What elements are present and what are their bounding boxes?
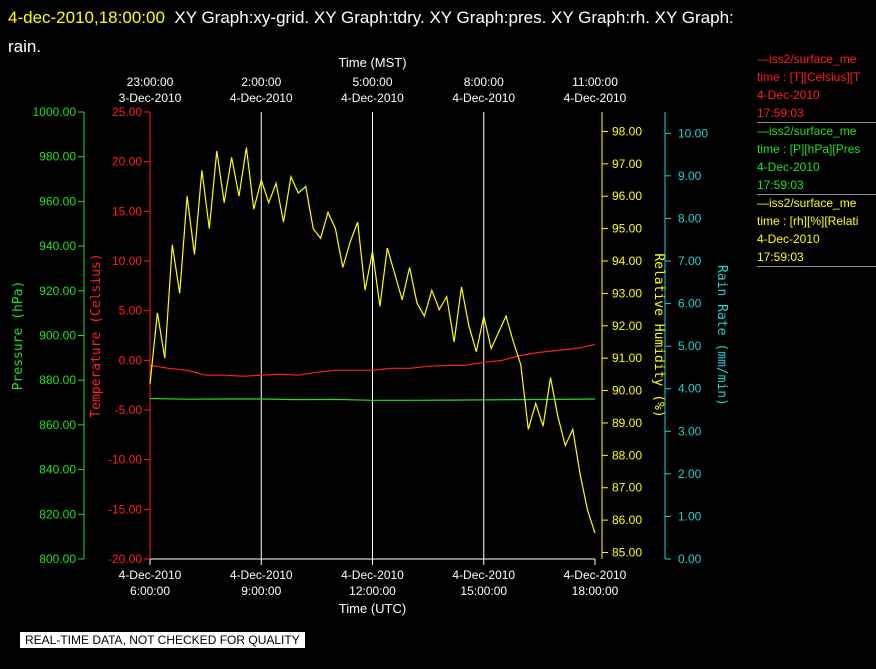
rain-tick-label: 1.00 (678, 509, 702, 523)
pressure-tick-label: 860.00 (39, 418, 76, 432)
page-title: 4-dec-2010,18:00:00 XY Graph:xy-grid. XY… (8, 3, 868, 61)
x-tick-label: 6:00:00 (130, 584, 170, 598)
temperature-tick-label: -10.00 (108, 453, 142, 467)
top-tick-label: 23:00:00 (127, 75, 174, 89)
temperature-tick-label: 20.00 (112, 155, 142, 169)
humidity-tick-label: 91.00 (612, 351, 642, 365)
humidity-tick-label: 92.00 (612, 319, 642, 333)
legend-temperature: —iss2/surface_me time : [T][Celsius][T 4… (757, 50, 876, 123)
x-tick-label: 15:00:00 (460, 584, 507, 598)
pressure-tick-label: 900.00 (39, 329, 76, 343)
temperature-line (149, 343, 596, 377)
title-text-line2: rain. (8, 37, 42, 56)
top-tick-label: 5:00:00 (352, 75, 392, 89)
legend-line2: time : [T][Celsius][T (757, 70, 861, 84)
pressure-tick-label: 940.00 (39, 239, 76, 253)
humidity-tick-label: 90.00 (612, 384, 642, 398)
temperature-tick-label: 10.00 (112, 254, 142, 268)
rain-tick-label: 0.00 (678, 552, 702, 566)
pressure-tick-label: 880.00 (39, 373, 76, 387)
x-tick-label: 18:00:00 (572, 584, 619, 598)
pressure-tick-label: 820.00 (39, 507, 76, 521)
x-tick-label: 4-Dec-2010 (230, 568, 293, 582)
rain-tick-label: 3.00 (678, 424, 702, 438)
legend-line1: —iss2/surface_me (757, 52, 857, 66)
pressure-tick-label: 840.00 (39, 463, 76, 477)
top-tick-label: 4-Dec-2010 (452, 91, 515, 105)
temperature-tick-label: -5.00 (115, 403, 143, 417)
temperature-tick-label: -20.00 (108, 552, 142, 566)
top-tick-label: 11:00:00 (572, 75, 618, 89)
legend-line3: 4-Dec-2010 (757, 88, 820, 102)
humidity-tick-label: 85.00 (612, 546, 642, 560)
title-date: 4-dec-2010,18:00:00 (8, 8, 165, 27)
legend-line2: time : [P][hPa][Pres (757, 142, 861, 156)
humidity-line (149, 147, 596, 534)
x-tick-label: 9:00:00 (241, 584, 281, 598)
pressure-tick-label: 800.00 (39, 552, 76, 566)
humidity-axis-title: Relative Humidity (%) (651, 253, 666, 417)
pressure-tick-label: 980.00 (39, 150, 76, 164)
humidity-tick-label: 97.00 (612, 157, 642, 171)
quality-notice: REAL-TIME DATA, NOT CHECKED FOR QUALITY (20, 632, 305, 648)
rain-tick-label: 7.00 (678, 254, 702, 268)
top-tick-label: 3-Dec-2010 (119, 91, 182, 105)
x-tick-label: 4-Dec-2010 (341, 568, 404, 582)
pressure-tick-label: 1000.00 (33, 105, 77, 119)
rain-tick-label: 10.00 (678, 126, 708, 140)
x-axis-title: Time (UTC) (339, 601, 406, 616)
rain-tick-label: 5.00 (678, 339, 702, 353)
legend-line3: 4-Dec-2010 (757, 160, 820, 174)
legend-humidity: —iss2/surface_me time : [rh][%][Relati 4… (757, 194, 876, 267)
humidity-tick-label: 88.00 (612, 448, 642, 462)
temperature-tick-label: 0.00 (119, 353, 143, 367)
pressure-tick-label: 920.00 (39, 284, 76, 298)
pressure-axis-title: Pressure (hPa) (11, 281, 26, 391)
top-tick-label: 4-Dec-2010 (564, 91, 627, 105)
rain-tick-label: 6.00 (678, 297, 702, 311)
rain-tick-label: 2.00 (678, 467, 702, 481)
top-tick-label: 4-Dec-2010 (341, 91, 404, 105)
legend-line1: —iss2/surface_me (757, 196, 857, 210)
legend-line4: 17:59:03 (757, 106, 804, 120)
legend-line2: time : [rh][%][Relati (757, 214, 859, 228)
temperature-tick-label: 25.00 (112, 105, 142, 119)
humidity-tick-label: 86.00 (612, 513, 642, 527)
rain-axis-title: Rain Rate (mm/min) (714, 265, 729, 406)
pressure-line (149, 397, 596, 401)
humidity-tick-label: 89.00 (612, 416, 642, 430)
x-tick-label: 4-Dec-2010 (564, 568, 627, 582)
legend-line3: 4-Dec-2010 (757, 232, 820, 246)
title-text: XY Graph:xy-grid. XY Graph:tdry. XY Grap… (174, 8, 734, 27)
humidity-tick-label: 87.00 (612, 481, 642, 495)
top-tick-label: 4-Dec-2010 (230, 91, 293, 105)
temperature-tick-label: -15.00 (108, 502, 142, 516)
humidity-tick-label: 94.00 (612, 254, 642, 268)
rain-tick-label: 8.00 (678, 211, 702, 225)
top-tick-label: 8:00:00 (464, 75, 504, 89)
temperature-axis-title: Temperature (Celsius) (89, 253, 104, 417)
rain-tick-label: 4.00 (678, 382, 702, 396)
top-tick-label: 2:00:00 (241, 75, 281, 89)
temperature-tick-label: 15.00 (112, 204, 142, 218)
x-tick-label: 4-Dec-2010 (452, 568, 515, 582)
humidity-tick-label: 98.00 (612, 124, 642, 138)
legend-pressure: —iss2/surface_me time : [P][hPa][Pres 4-… (757, 122, 876, 195)
pressure-tick-label: 960.00 (39, 194, 76, 208)
x-tick-label: 12:00:00 (349, 584, 396, 598)
legend-line4: 17:59:03 (757, 178, 804, 192)
legend-line4: 17:59:03 (757, 250, 804, 264)
x-tick-label: 4-Dec-2010 (119, 568, 182, 582)
legend-line1: —iss2/surface_me (757, 124, 857, 138)
humidity-tick-label: 93.00 (612, 286, 642, 300)
rain-tick-label: 9.00 (678, 169, 702, 183)
top-axis-title: Time (MST) (338, 55, 406, 70)
humidity-tick-label: 96.00 (612, 189, 642, 203)
humidity-tick-label: 95.00 (612, 222, 642, 236)
temperature-tick-label: 5.00 (119, 304, 143, 318)
